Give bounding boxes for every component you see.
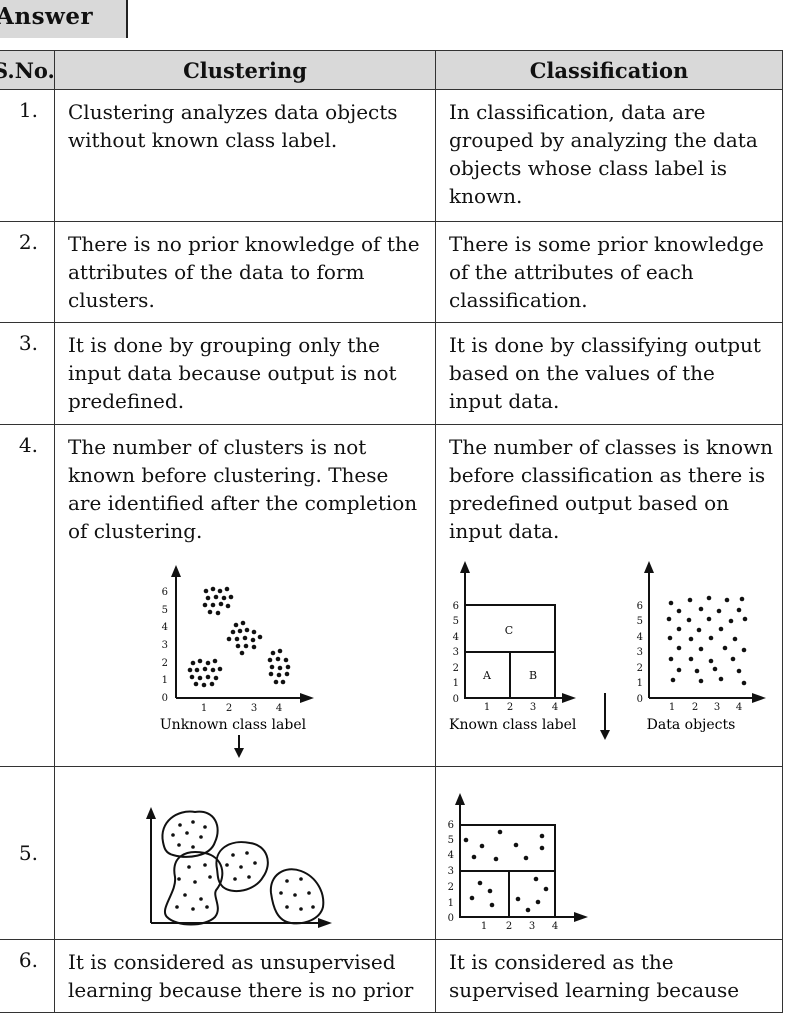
svg-text:1: 1	[453, 678, 459, 689]
classification-text: The number of classes is known before cl…	[449, 435, 774, 543]
comparison-table: S.No. Clustering Classification 1. Clust…	[0, 50, 783, 1013]
clustering-text: The number of clusters is not known befo…	[68, 435, 418, 543]
classification-cell: 0 1 2 3 4 5 6 1 2 3 4	[435, 766, 783, 940]
table-row: 4. The number of clusters is not known b…	[0, 424, 783, 767]
table-row: 5.	[0, 766, 783, 940]
svg-text:1: 1	[481, 921, 487, 932]
svg-text:1: 1	[162, 675, 168, 686]
svg-text:4: 4	[276, 703, 282, 714]
row-number: 5.	[0, 766, 55, 940]
known-class-label: Known class label	[449, 717, 577, 733]
svg-text:4: 4	[552, 921, 558, 932]
svg-text:0: 0	[453, 694, 459, 705]
svg-text:4: 4	[453, 632, 459, 643]
svg-text:2: 2	[507, 702, 513, 713]
svg-text:6: 6	[448, 820, 454, 831]
svg-text:3: 3	[637, 647, 643, 658]
classification-cell: It is considered as the supervised learn…	[435, 939, 783, 1013]
svg-text:5: 5	[162, 605, 168, 616]
svg-text:1: 1	[201, 703, 207, 714]
header-sno: S.No.	[0, 50, 55, 90]
classification-cell: There is some prior knowledge of the att…	[435, 221, 783, 323]
classification-cell: It is done by classifying output based o…	[435, 322, 783, 425]
clustering-cell: The number of clusters is not known befo…	[54, 424, 436, 767]
svg-text:3: 3	[714, 702, 720, 713]
svg-text:6: 6	[162, 587, 168, 598]
classification-cell: The number of classes is known before cl…	[435, 424, 783, 767]
classification-grid-figure: 0 1 2 3 4 5 6 1 2 3 4	[448, 793, 588, 932]
header-classification: Classification	[435, 50, 783, 90]
svg-text:2: 2	[226, 703, 232, 714]
svg-text:2: 2	[692, 702, 698, 713]
data-objects-label: Data objects	[647, 717, 736, 733]
clustering-cell: Clustering analyzes data objects without…	[54, 89, 436, 222]
svg-text:4: 4	[637, 632, 643, 643]
table-row: 6. It is considered as unsupervised lear…	[0, 939, 783, 1013]
clustering-scatter-figure: 0 1 2 3 4 5 6 1 2 3 4	[160, 565, 314, 758]
svg-text:2: 2	[448, 882, 454, 893]
svg-text:3: 3	[448, 866, 454, 877]
svg-text:2: 2	[453, 663, 459, 674]
answer-label: Answer	[0, 3, 94, 30]
classification-figure: 0 1 2 3 4 5 6 1 2 3 4 C A B Known c	[449, 561, 766, 740]
clustering-blobs-figure	[146, 807, 332, 928]
row-number: 1.	[0, 89, 55, 222]
svg-text:2: 2	[637, 663, 643, 674]
svg-text:2: 2	[162, 658, 168, 669]
svg-text:2: 2	[506, 921, 512, 932]
svg-text:6: 6	[453, 601, 459, 612]
row-number: 3.	[0, 322, 55, 425]
clustering-cell: There is no prior knowledge of the attri…	[54, 221, 436, 323]
svg-text:1: 1	[484, 702, 490, 713]
svg-text:5: 5	[448, 835, 454, 846]
svg-text:4: 4	[552, 702, 558, 713]
region-c-label: C	[505, 624, 513, 637]
svg-text:1: 1	[448, 898, 454, 909]
table-row: 1. Clustering analyzes data objects with…	[0, 89, 783, 222]
svg-text:0: 0	[162, 693, 168, 704]
svg-text:3: 3	[529, 921, 535, 932]
classification-cell: In classification, data are grouped by a…	[435, 89, 783, 222]
svg-text:4: 4	[162, 622, 168, 633]
svg-text:3: 3	[162, 640, 168, 651]
row-number: 4.	[0, 424, 55, 767]
row-number: 2.	[0, 221, 55, 323]
clustering-cell: It is considered as unsupervised learnin…	[54, 939, 436, 1013]
svg-text:4: 4	[448, 850, 454, 861]
svg-text:5: 5	[637, 616, 643, 627]
svg-text:3: 3	[530, 702, 536, 713]
svg-text:6: 6	[637, 601, 643, 612]
clustering-cell: It is done by grouping only the input da…	[54, 322, 436, 425]
table-row: 3. It is done by grouping only the input…	[0, 322, 783, 425]
svg-text:0: 0	[448, 913, 454, 924]
svg-text:0: 0	[637, 694, 643, 705]
clustering-cell	[54, 766, 436, 940]
svg-text:3: 3	[251, 703, 257, 714]
answer-tab: Answer	[0, 0, 128, 38]
region-a-label: A	[482, 669, 492, 682]
svg-text:5: 5	[453, 616, 459, 627]
svg-text:1: 1	[669, 702, 675, 713]
table-row: 2. There is no prior knowledge of the at…	[0, 221, 783, 323]
svg-text:3: 3	[453, 647, 459, 658]
header-clustering: Clustering	[54, 50, 436, 90]
region-b-label: B	[529, 669, 537, 682]
unknown-class-label: Unknown class label	[160, 717, 307, 733]
row-number: 6.	[0, 939, 55, 1013]
svg-text:1: 1	[637, 678, 643, 689]
svg-text:4: 4	[736, 702, 742, 713]
header-row: S.No. Clustering Classification	[0, 50, 783, 90]
